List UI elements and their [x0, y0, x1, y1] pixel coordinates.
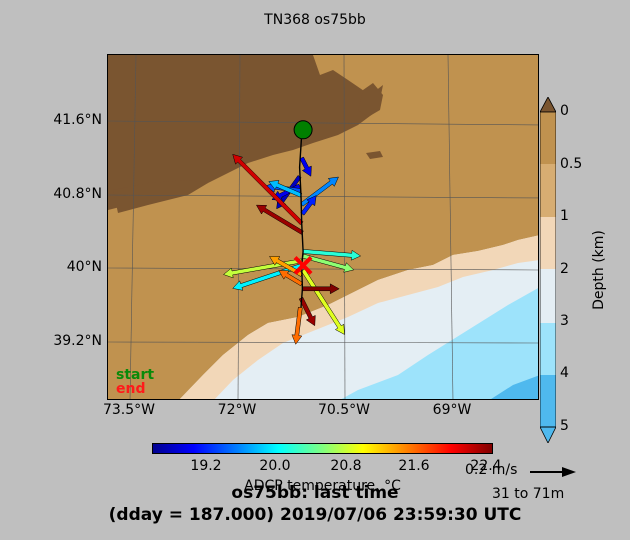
reference-vector-arrow: [530, 467, 576, 477]
temp-tick-0: 19.2: [190, 458, 222, 474]
main-title-line2: (dday = 187.000) 2019/07/06 23:59:30 UTC: [108, 505, 522, 525]
xtick-1: 72°W: [217, 402, 257, 418]
depth-tick-6: 5: [560, 418, 569, 434]
current-vector-16: [302, 283, 340, 295]
current-vector-0: [299, 156, 312, 177]
depth-axis-label: Depth (km): [591, 230, 607, 310]
current-vector-9: [302, 249, 362, 261]
ship-track: [298, 134, 304, 308]
temp-tick-1: 20.0: [259, 458, 291, 474]
temperature-colorbar: [152, 443, 493, 454]
ytick-0: 41.6°N: [53, 112, 102, 128]
cape-cod: [358, 83, 383, 117]
depth-tick-3: 2: [560, 261, 569, 277]
deep-water: [341, 288, 538, 399]
xtick-2: 70.5°W: [317, 402, 370, 418]
xtick-0: 73.5°W: [102, 402, 155, 418]
current-vector-6: [300, 195, 317, 216]
current-vector-13: [301, 268, 345, 335]
shelf-band: [179, 235, 538, 399]
plot-title: TN368 os75bb: [264, 12, 366, 28]
current-vector-10: [302, 253, 355, 273]
start-marker: [293, 120, 313, 140]
vectors-layer: [222, 153, 362, 345]
long-island: [113, 180, 208, 213]
end-marker: [293, 255, 313, 275]
new-england-land: [108, 55, 383, 210]
temp-axis-label: ADCP temperature, °C: [244, 478, 401, 494]
current-vector-15: [278, 270, 304, 287]
main-title-line1: os75bb: last time: [231, 483, 399, 503]
depth-tick-5: 4: [560, 365, 569, 381]
current-vector-8: [255, 204, 304, 235]
end-marker-stroke-1: [293, 255, 313, 275]
ytick-1: 40.8°N: [53, 186, 102, 202]
island-nantucket: [366, 151, 383, 159]
xtick-3: 69°W: [432, 402, 472, 418]
current-vector-7: [232, 153, 304, 226]
temp-tick-3: 21.6: [398, 458, 430, 474]
legend-start: start: [116, 367, 155, 383]
legend-end: end: [116, 381, 146, 397]
current-vector-4: [268, 180, 303, 198]
reference-vector-label: 0.2 m/s: [465, 462, 518, 478]
depth-colorbar: [540, 97, 556, 443]
ytick-2: 40°N: [66, 259, 102, 275]
depth-range-label: 31 to 71m: [492, 486, 565, 502]
temp-tick-2: 20.8: [330, 458, 362, 474]
depth-tick-0: 0: [560, 103, 569, 119]
map-panel: [107, 54, 539, 400]
map-svg: [108, 55, 538, 399]
current-vector-18: [291, 306, 303, 345]
temp-tick-4: 22.4: [470, 458, 502, 474]
current-vector-17: [298, 296, 316, 327]
depth-tick-4: 3: [560, 313, 569, 329]
depth-tick-1: 0.5: [560, 156, 583, 172]
deeper-water: [491, 375, 538, 399]
depth-tick-2: 1: [560, 208, 569, 224]
graticule: [108, 55, 538, 399]
ytick-3: 39.2°N: [53, 333, 102, 349]
